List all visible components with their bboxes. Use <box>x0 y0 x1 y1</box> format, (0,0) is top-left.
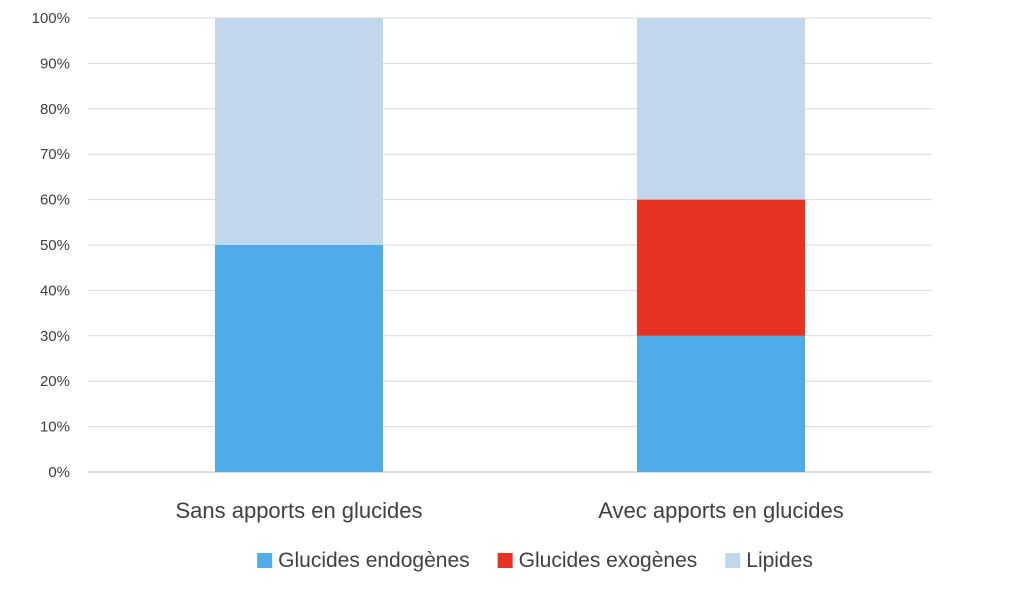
y-axis-tick-labels: 0% 10% 20% 30% 40% 50% 60% 70% 80% 90% 100% <box>32 10 70 481</box>
legend-label: Lipides <box>746 549 813 572</box>
y-tick-label: 10% <box>40 419 70 436</box>
bar-segment <box>215 18 383 245</box>
bar-segment <box>215 245 383 472</box>
legend-swatch <box>257 553 273 568</box>
y-tick-label: 60% <box>40 192 70 209</box>
bar-segment <box>637 199 805 336</box>
legend-item: Glucides endogènes <box>257 549 470 572</box>
bar-segment <box>637 18 805 200</box>
y-tick-label: 70% <box>40 146 70 163</box>
bars <box>215 18 805 472</box>
y-tick-label: 80% <box>40 101 70 118</box>
x-axis-category-labels: Sans apports en glucides Avec apports en … <box>175 498 843 523</box>
legend-label: Glucides endogènes <box>278 549 469 572</box>
legend-swatch <box>497 553 513 568</box>
legend-label: Glucides exogènes <box>519 549 698 572</box>
y-tick-label: 40% <box>40 282 70 299</box>
legend: Glucides endogènes Glucides exogènes Lipid… <box>257 549 813 572</box>
bar-segment <box>637 335 805 472</box>
y-tick-label: 20% <box>40 373 70 390</box>
y-tick-label: 50% <box>40 237 70 254</box>
legend-item: Glucides exogènes <box>497 549 698 572</box>
x-category-label: Sans apports en glucides <box>175 498 422 523</box>
y-tick-label: 0% <box>48 464 70 481</box>
y-tick-label: 30% <box>40 328 70 345</box>
legend-item: Lipides <box>725 549 813 572</box>
legend-swatch <box>725 553 741 568</box>
y-tick-label: 90% <box>40 55 70 72</box>
gridlines <box>88 17 932 473</box>
y-tick-label: 100% <box>32 10 70 27</box>
x-category-label: Avec apports en glucides <box>598 498 843 523</box>
